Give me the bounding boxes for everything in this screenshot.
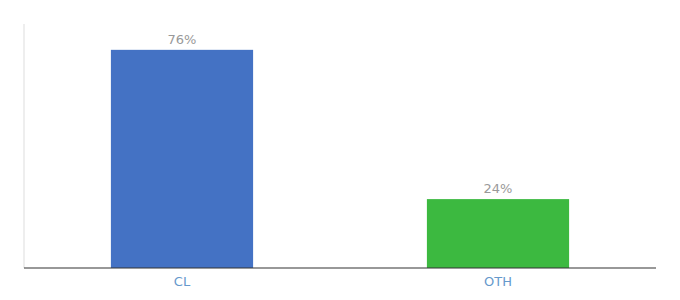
x-tick-label: CL (174, 274, 191, 289)
data-label: 24% (484, 181, 513, 196)
chart-svg: CL OTH 76% 24% (0, 0, 680, 300)
data-label: 76% (168, 32, 197, 47)
chart-container: CL OTH 76% 24% (0, 0, 680, 300)
bar (427, 199, 569, 268)
bars (111, 50, 569, 268)
bar (111, 50, 253, 268)
y-axis-line (24, 24, 25, 268)
x-axis-line (24, 267, 656, 268)
x-tick-label: OTH (484, 274, 512, 289)
